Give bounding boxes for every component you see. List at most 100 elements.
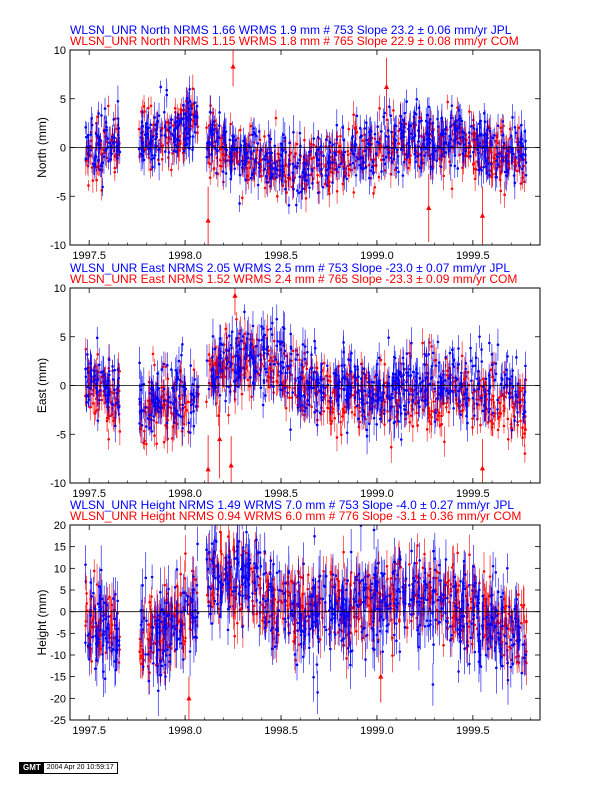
north-point	[335, 123, 339, 127]
north-point	[352, 153, 356, 156]
north-point	[351, 161, 355, 165]
east-point	[147, 399, 150, 403]
north-point	[355, 114, 359, 118]
north-point	[208, 162, 212, 166]
north-point	[106, 104, 110, 108]
north-point	[490, 143, 494, 146]
north-point	[171, 152, 174, 155]
north-point	[505, 174, 508, 177]
north-point	[383, 169, 387, 172]
north-point	[283, 136, 287, 140]
east-point	[276, 374, 280, 377]
east-point	[443, 440, 446, 444]
north-point	[325, 168, 329, 172]
north-point	[383, 111, 386, 115]
north-point	[421, 142, 425, 146]
east-point	[415, 411, 419, 415]
east-point	[367, 422, 371, 426]
north-point	[444, 132, 447, 136]
north-point	[377, 175, 381, 179]
north-point	[453, 139, 456, 143]
north-point	[387, 105, 391, 108]
east-point	[471, 417, 474, 420]
north-point	[267, 171, 271, 175]
north-point	[364, 149, 367, 153]
north-point	[274, 176, 278, 179]
north-point	[151, 154, 154, 157]
north-point	[364, 166, 368, 169]
north-point	[254, 134, 258, 138]
north-point	[318, 158, 321, 162]
north-point	[449, 164, 453, 167]
north-point	[87, 184, 90, 187]
east-point	[230, 330, 234, 334]
north-point	[416, 154, 419, 158]
north-point	[103, 107, 107, 110]
east-point	[372, 416, 376, 420]
north-point	[401, 118, 405, 122]
north-point	[448, 141, 451, 145]
east-point	[240, 392, 244, 396]
north-point	[221, 152, 224, 156]
east-point	[497, 401, 501, 404]
north-point	[191, 87, 195, 91]
north-point	[87, 144, 91, 148]
north-point	[456, 167, 460, 170]
north-point	[316, 191, 320, 195]
north-point	[164, 125, 167, 129]
east-point	[380, 399, 384, 403]
east-point	[339, 420, 342, 424]
north-outlier-point	[383, 84, 390, 90]
north-point	[189, 104, 193, 107]
east-point	[171, 386, 174, 390]
north-point	[389, 114, 393, 118]
north-point	[348, 163, 352, 166]
north-point	[520, 167, 524, 171]
east-point	[105, 419, 109, 423]
north-point	[91, 179, 95, 182]
north-point	[173, 136, 177, 140]
north-point	[303, 138, 306, 142]
north-point	[444, 151, 448, 154]
north-point	[361, 139, 365, 143]
north-point	[400, 148, 403, 151]
east-point	[142, 409, 145, 412]
east-point	[97, 393, 101, 397]
north-point	[102, 155, 106, 159]
north-point	[244, 178, 248, 182]
north-point	[415, 97, 419, 101]
north-point	[496, 124, 500, 128]
east-point	[498, 415, 501, 419]
north-point	[288, 141, 291, 145]
north-point	[249, 124, 253, 128]
north-point	[265, 152, 269, 156]
east-point	[271, 376, 275, 380]
east-point	[322, 361, 326, 365]
north-point	[341, 182, 345, 186]
north-point	[147, 126, 151, 130]
north-point	[449, 116, 453, 120]
north-point	[519, 137, 523, 141]
north-point	[181, 103, 185, 107]
north-point	[195, 115, 199, 119]
east-point	[365, 376, 368, 380]
north-point	[215, 131, 219, 135]
north-point	[229, 177, 233, 181]
north-point	[513, 125, 517, 129]
north-point	[156, 120, 160, 123]
north-point	[402, 160, 406, 164]
east-point	[289, 373, 293, 377]
east-point	[244, 344, 248, 347]
east-point	[368, 394, 371, 398]
north-point	[298, 153, 302, 157]
north-point	[159, 142, 162, 145]
north-point	[108, 141, 112, 145]
east-point	[354, 405, 357, 409]
north-point	[293, 164, 297, 168]
east-point	[516, 411, 519, 414]
east-point	[108, 414, 112, 418]
north-point	[238, 202, 241, 205]
north-point	[456, 106, 459, 110]
north-point	[314, 153, 318, 157]
east-point	[84, 375, 88, 379]
